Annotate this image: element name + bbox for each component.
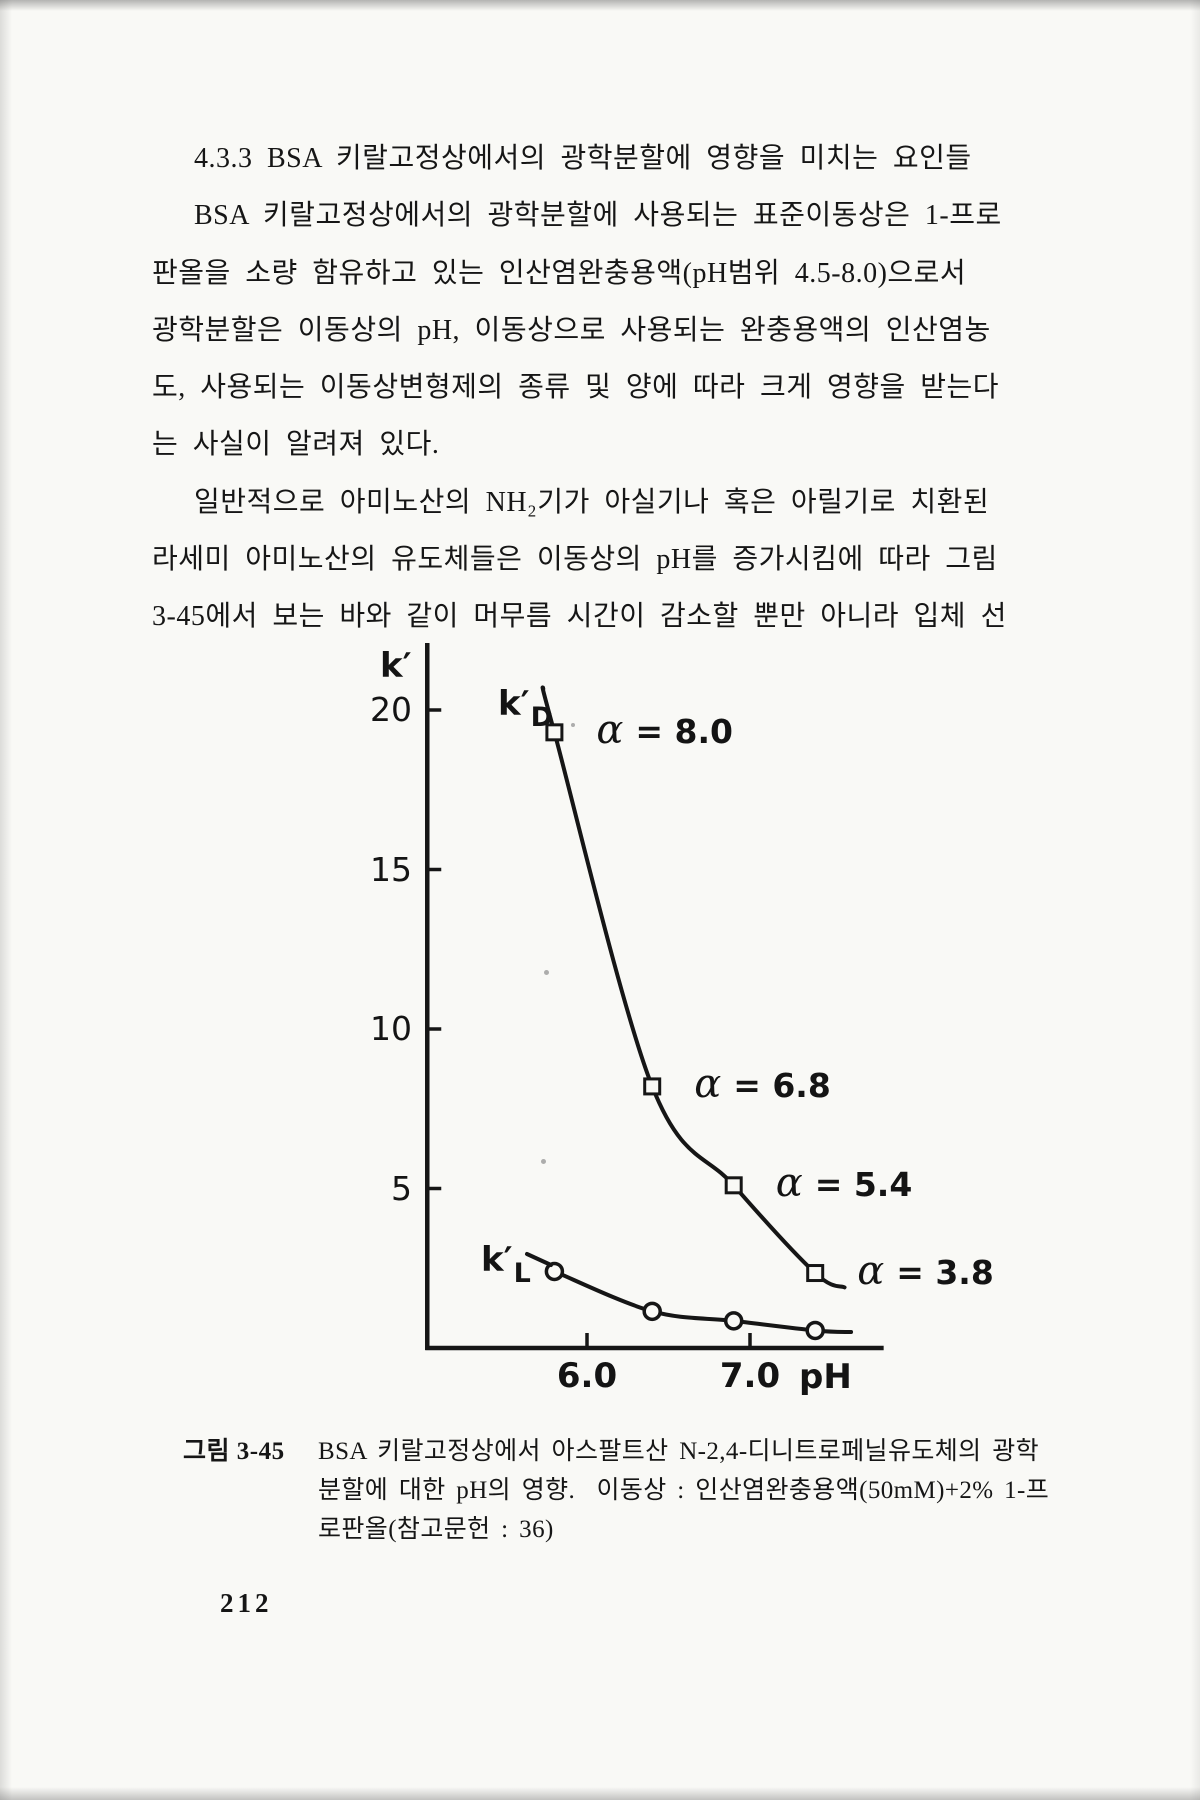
y-tick-label: 5 bbox=[391, 1168, 412, 1208]
body-line: 판올을 소량 함유하고 있는 인산염완충용액(pH범위 4.5-8.0)으로서 bbox=[152, 257, 967, 289]
alpha-symbol: α bbox=[596, 707, 624, 754]
alpha-value: = 8.0 bbox=[635, 712, 734, 752]
body-line: BSA 키랄고정상에서의 광학분할에 사용되는 표준이동상은 1-프로 bbox=[194, 200, 1002, 232]
body-line: 는 사실이 알려져 있다. bbox=[152, 429, 440, 461]
series-label-base: k′ bbox=[498, 684, 530, 724]
data-point-circle bbox=[642, 1301, 662, 1322]
alpha-symbol: α bbox=[857, 1248, 885, 1295]
series-label-leader bbox=[525, 1252, 553, 1267]
page-number: 212 bbox=[220, 1588, 273, 1618]
alpha-symbol: α bbox=[694, 1061, 722, 1108]
section-heading: 4.3.3 BSA 키랄고정상에서의 광학분할에 영향을 미치는 요인들 bbox=[194, 143, 972, 174]
body-line: 도, 사용되는 이동상변형제의 종류 및 양에 따라 크게 영향을 받는다 bbox=[152, 372, 1000, 404]
y-axis-title: k′ bbox=[380, 646, 412, 686]
body-line: 3-45에서 보는 바와 같이 머무름 시간이 감소할 뿐만 아니라 입체 선 bbox=[152, 601, 1007, 633]
series-label-base: k′ bbox=[481, 1240, 513, 1280]
y-tick-label: 20 bbox=[370, 690, 412, 729]
scan-speck bbox=[544, 970, 549, 975]
figure-caption-label: 그림 3-45 bbox=[183, 1438, 285, 1465]
alpha-value-label: α = 5.4 bbox=[776, 1160, 913, 1206]
x-tick-label: 7.0 bbox=[719, 1356, 781, 1396]
data-point-circle bbox=[723, 1311, 744, 1331]
y-tick-label: 15 bbox=[370, 849, 412, 889]
alpha-value-label: α = 8.0 bbox=[596, 707, 733, 753]
alpha-value: = 6.8 bbox=[733, 1066, 831, 1106]
caption-line: 로판올(참고문헌 : 36) bbox=[318, 1516, 554, 1543]
alpha-symbol: α bbox=[775, 1160, 803, 1207]
series-label-L: k′L bbox=[481, 1240, 531, 1289]
series-label-D: k′D bbox=[498, 684, 553, 733]
body-line: 라세미 아미노산의 유도체들은 이동상의 pH를 증가시킴에 따라 그림 bbox=[152, 544, 998, 576]
data-point-square bbox=[724, 1176, 743, 1195]
figure-caption-text: BSA 키랄고정상에서 아스팔트산 N-2,4-디니트로페닐유도체의 광학 분할… bbox=[318, 1432, 1049, 1549]
data-point-circle bbox=[544, 1261, 565, 1282]
alpha-value: = 3.8 bbox=[896, 1253, 994, 1293]
caption-line: BSA 키랄고정상에서 아스팔트산 N-2,4-디니트로페닐유도체의 광학 bbox=[318, 1438, 1040, 1465]
series-curve-L bbox=[552, 1269, 854, 1335]
alpha-value-label: α = 6.8 bbox=[694, 1061, 831, 1107]
data-point-circle bbox=[805, 1320, 825, 1341]
data-point-square bbox=[545, 723, 564, 742]
alpha-value: = 5.4 bbox=[814, 1165, 913, 1205]
series-curve-D bbox=[540, 685, 847, 1290]
x-tick-label: 6.0 bbox=[556, 1356, 618, 1396]
alpha-value-label: α = 3.8 bbox=[857, 1248, 994, 1294]
scan-speck bbox=[571, 723, 575, 727]
scan-speck bbox=[541, 1159, 546, 1164]
data-point-square bbox=[643, 1077, 662, 1096]
data-point-square bbox=[806, 1264, 825, 1283]
series-label-sub: D bbox=[530, 702, 553, 733]
body-line: 광학분할은 이동상의 pH, 이동상으로 사용되는 완충용액의 인산염농 bbox=[152, 314, 991, 346]
y-tick-label: 10 bbox=[370, 1009, 412, 1048]
body-text: 4.3.3 BSA 키랄고정상에서의 광학분할에 영향을 미치는 요인들 BSA… bbox=[152, 130, 1014, 646]
body-line: 일반적으로 아미노산의 NH₂기가 아실기나 혹은 아릴기로 치환된 bbox=[194, 486, 990, 518]
series-label-sub: L bbox=[513, 1258, 531, 1289]
caption-line: 분할에 대한 pH의 영향. 이동상 : 인산염완충용액(50mM)+2% 1-… bbox=[318, 1477, 1050, 1504]
figure-caption: 그림 3-45 BSA 키랄고정상에서 아스팔트산 N-2,4-디니트로페닐유도… bbox=[183, 1432, 1049, 1549]
x-axis-title: pH bbox=[799, 1357, 852, 1397]
